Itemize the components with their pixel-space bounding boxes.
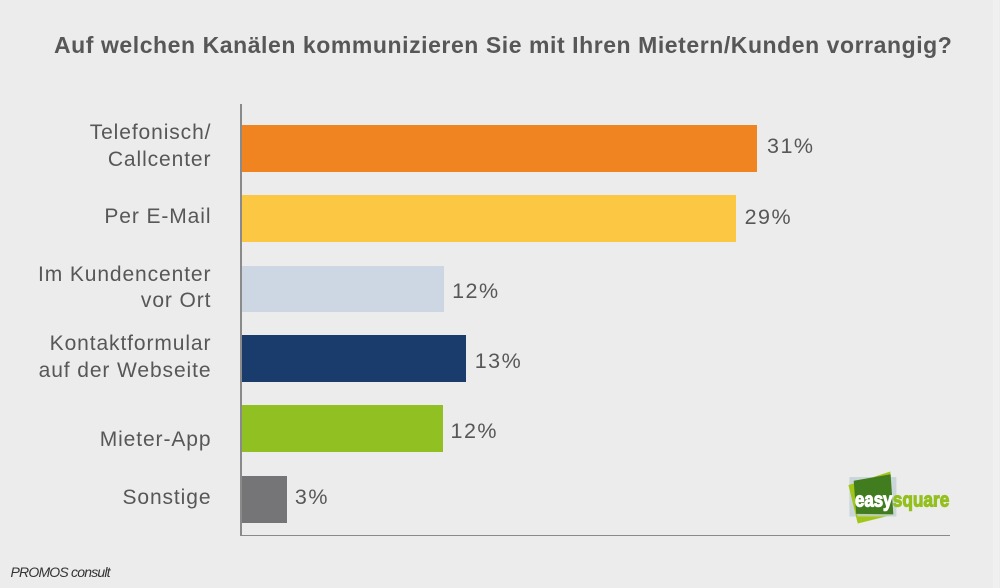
svg-text:easy: easy — [855, 488, 893, 511]
svg-text:square: square — [893, 488, 949, 511]
